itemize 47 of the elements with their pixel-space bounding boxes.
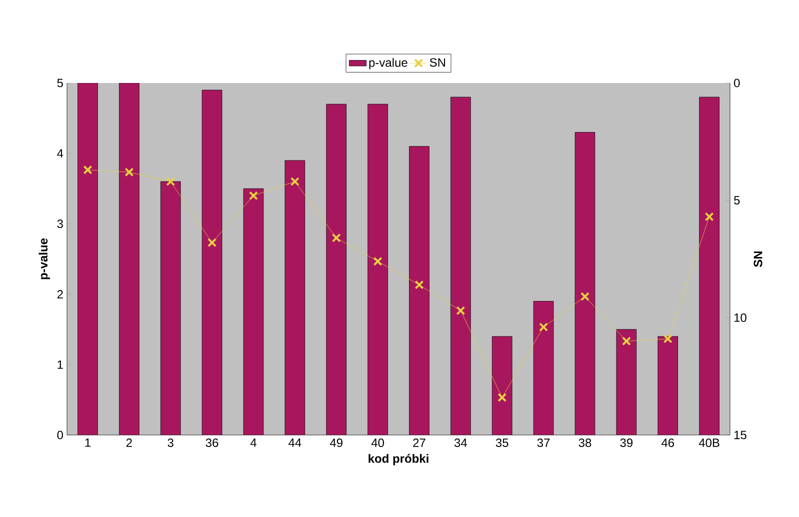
point [498, 392, 507, 402]
point [414, 280, 424, 290]
point [248, 191, 258, 200]
y-tick-label: 5 [57, 78, 63, 88]
point [580, 292, 590, 302]
x-tick-label: 40B [698, 438, 720, 448]
legend-label: SN [430, 58, 446, 67]
point [704, 212, 714, 222]
x-tick-label: 49 [330, 438, 342, 448]
y-tick-label: 1 [58, 360, 63, 369]
x-axis-title: kod próbki [368, 454, 428, 466]
y-axis-title: p-value [38, 238, 50, 280]
legend-label: p-value [369, 58, 408, 70]
x-tick-label: 39 [620, 438, 633, 448]
x-tick-label: 46 [661, 438, 674, 448]
point [663, 334, 672, 344]
y-tick-label: 4 [57, 149, 64, 158]
y-tick-label: 2 [57, 290, 63, 298]
point [124, 168, 134, 177]
x-tick-label: 4 [250, 438, 256, 447]
y-tick-label: 3 [57, 220, 63, 228]
y2-tick-label: 0 [734, 78, 740, 88]
point [456, 306, 466, 316]
y2-tick-label: 15 [734, 430, 746, 440]
point [332, 233, 341, 242]
x-tick-label: 34 [454, 438, 467, 448]
x-tick-label: 3 [168, 438, 174, 448]
x-tick-label: 37 [537, 438, 550, 448]
x-tick-label: 35 [496, 438, 508, 448]
y2-tick-label: 5 [734, 196, 740, 205]
point [539, 322, 548, 332]
x-tick-label: 40 [371, 438, 384, 448]
point [166, 177, 176, 186]
point [208, 238, 217, 248]
point [373, 256, 382, 266]
y-tick-label: 0 [57, 430, 64, 440]
x-tick-label: 2 [126, 438, 132, 447]
point [83, 165, 92, 174]
point [622, 336, 631, 346]
y2-axis-title: SN [754, 251, 762, 267]
x-tick-label: 44 [288, 438, 302, 447]
point [290, 177, 300, 186]
x-tick-label: 38 [578, 438, 592, 448]
x-tick-label: 27 [413, 438, 426, 447]
x-tick-label: 1 [85, 438, 90, 447]
y2-tick-label: 10 [734, 313, 746, 322]
x-tick-label: 36 [206, 438, 218, 448]
